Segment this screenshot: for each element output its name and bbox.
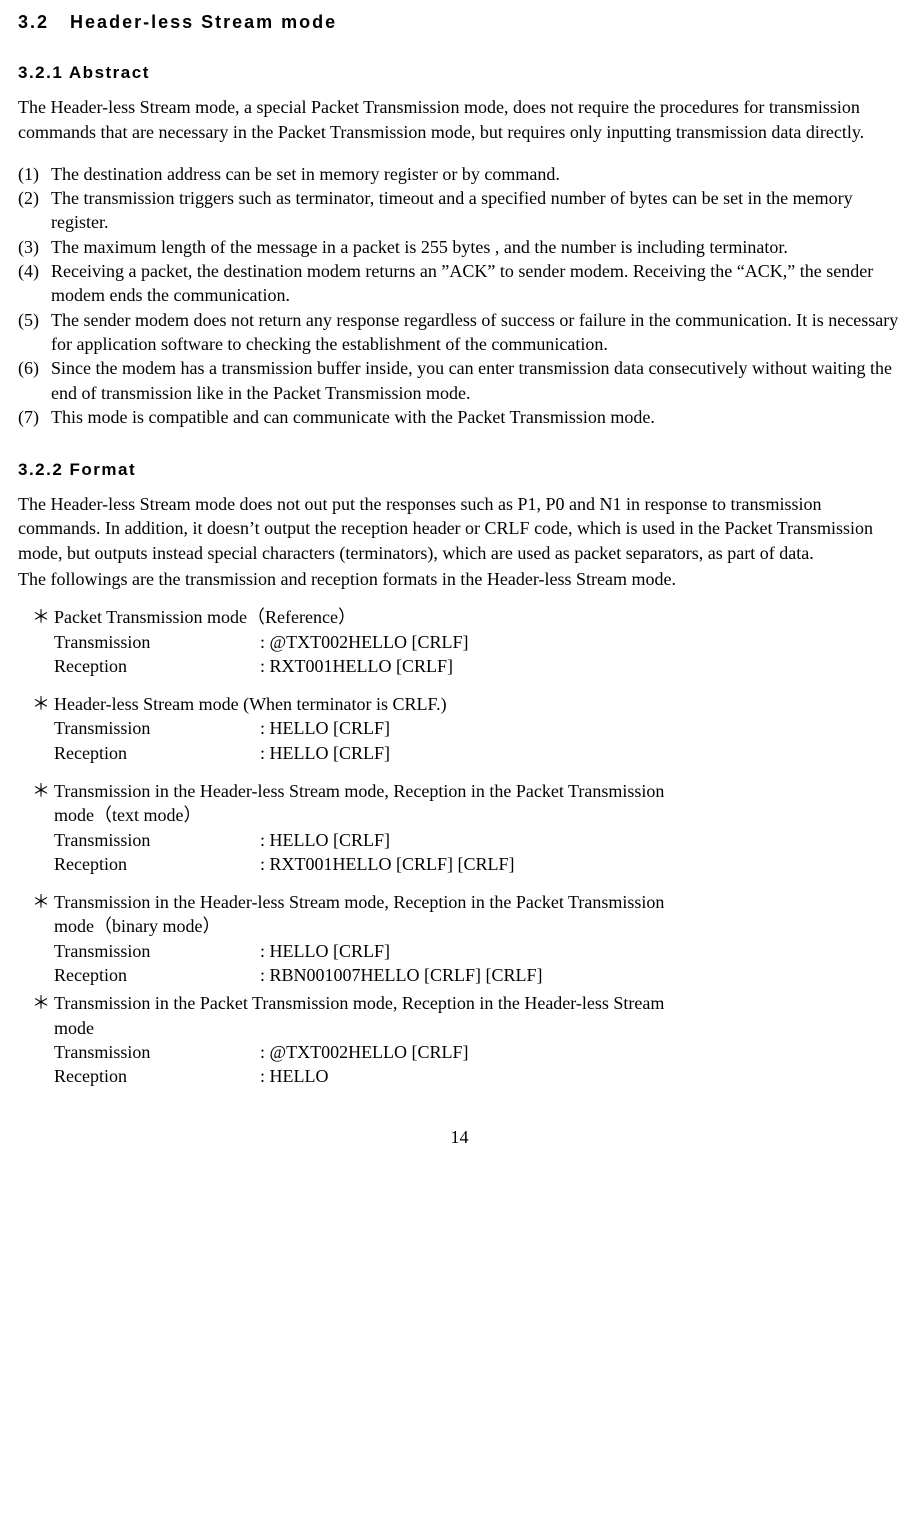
example-title-text: Header-less Stream mode (When terminator… bbox=[54, 692, 901, 716]
bullet-icon: ＊ bbox=[18, 605, 54, 629]
list-item: (2)The transmission triggers such as ter… bbox=[18, 186, 901, 235]
example-title: ＊Transmission in the Packet Transmission… bbox=[18, 991, 901, 1015]
example-title: ＊Transmission in the Header-less Stream … bbox=[18, 890, 901, 914]
list-item-number: (7) bbox=[18, 405, 51, 429]
example-reception-row: Reception: RBN001007HELLO [CRLF] [CRLF] bbox=[18, 963, 901, 987]
format-para-2: The followings are the transmission and … bbox=[18, 567, 901, 591]
example-block: ＊Header-less Stream mode (When terminato… bbox=[18, 692, 901, 765]
example-title: ＊Transmission in the Header-less Stream … bbox=[18, 779, 901, 803]
example-block: ＊Packet Transmission mode（Reference）Tran… bbox=[18, 605, 901, 678]
bullet-icon: ＊ bbox=[18, 692, 54, 716]
example-reception-label: Reception bbox=[54, 654, 260, 678]
example-reception-value: : HELLO [CRLF] bbox=[260, 741, 901, 765]
example-title-text: Transmission in the Header-less Stream m… bbox=[54, 890, 901, 914]
bullet-icon: ＊ bbox=[18, 890, 54, 914]
example-transmission-value: : @TXT002HELLO [CRLF] bbox=[260, 630, 901, 654]
example-title: ＊Header-less Stream mode (When terminato… bbox=[18, 692, 901, 716]
example-transmission-row: Transmission: HELLO [CRLF] bbox=[18, 828, 901, 852]
abstract-list: (1)The destination address can be set in… bbox=[18, 162, 901, 429]
example-transmission-value: : HELLO [CRLF] bbox=[260, 828, 901, 852]
example-title-text: Packet Transmission mode（Reference） bbox=[54, 605, 901, 629]
example-reception-label: Reception bbox=[54, 963, 260, 987]
example-title-text-2: mode bbox=[18, 1016, 901, 1040]
example-reception-value: : RXT001HELLO [CRLF] [CRLF] bbox=[260, 852, 901, 876]
example-transmission-value: : @TXT002HELLO [CRLF] bbox=[260, 1040, 901, 1064]
example-reception-value: : HELLO bbox=[260, 1064, 901, 1088]
list-item: (4)Receiving a packet, the destination m… bbox=[18, 259, 901, 308]
list-item-number: (6) bbox=[18, 356, 51, 405]
example-title-text: Transmission in the Header-less Stream m… bbox=[54, 779, 901, 803]
example-title-text: Transmission in the Packet Transmission … bbox=[54, 991, 901, 1015]
list-item: (6)Since the modem has a transmission bu… bbox=[18, 356, 901, 405]
example-reception-row: Reception: RXT001HELLO [CRLF] bbox=[18, 654, 901, 678]
example-title-text-2: mode（text mode） bbox=[18, 803, 901, 827]
example-transmission-label: Transmission bbox=[54, 828, 260, 852]
list-item: (3)The maximum length of the message in … bbox=[18, 235, 901, 259]
page-number: 14 bbox=[18, 1125, 901, 1149]
example-reception-label: Reception bbox=[54, 1064, 260, 1088]
list-item: (1)The destination address can be set in… bbox=[18, 162, 901, 186]
example-transmission-row: Transmission: @TXT002HELLO [CRLF] bbox=[18, 1040, 901, 1064]
example-transmission-row: Transmission: HELLO [CRLF] bbox=[18, 716, 901, 740]
example-reception-value: : RXT001HELLO [CRLF] bbox=[260, 654, 901, 678]
section-heading: 3.2 Header-less Stream mode bbox=[18, 10, 901, 34]
list-item: (5)The sender modem does not return any … bbox=[18, 308, 901, 357]
bullet-icon: ＊ bbox=[18, 991, 54, 1015]
list-item-text: The maximum length of the message in a p… bbox=[51, 235, 901, 259]
list-item-text: The transmission triggers such as termin… bbox=[51, 186, 901, 235]
list-item-text: The destination address can be set in me… bbox=[51, 162, 901, 186]
list-item-number: (4) bbox=[18, 259, 51, 308]
example-title: ＊Packet Transmission mode（Reference） bbox=[18, 605, 901, 629]
section-title: Header-less Stream mode bbox=[70, 12, 337, 32]
list-item: (7)This mode is compatible and can commu… bbox=[18, 405, 901, 429]
example-title-text-2: mode（binary mode） bbox=[18, 914, 901, 938]
format-para-1: The Header-less Stream mode does not out… bbox=[18, 492, 901, 565]
list-item-text: The sender modem does not return any res… bbox=[51, 308, 901, 357]
example-block: ＊Transmission in the Header-less Stream … bbox=[18, 779, 901, 876]
example-reception-label: Reception bbox=[54, 852, 260, 876]
list-item-number: (3) bbox=[18, 235, 51, 259]
list-item-number: (2) bbox=[18, 186, 51, 235]
list-item-text: Receiving a packet, the destination mode… bbox=[51, 259, 901, 308]
section-number: 3.2 bbox=[18, 12, 49, 32]
example-transmission-label: Transmission bbox=[54, 1040, 260, 1064]
format-examples: ＊Packet Transmission mode（Reference）Tran… bbox=[18, 605, 901, 1088]
example-transmission-row: Transmission: HELLO [CRLF] bbox=[18, 939, 901, 963]
abstract-heading: 3.2.1 Abstract bbox=[18, 62, 901, 85]
format-heading: 3.2.2 Format bbox=[18, 459, 901, 482]
list-item-number: (5) bbox=[18, 308, 51, 357]
example-transmission-label: Transmission bbox=[54, 630, 260, 654]
example-reception-row: Reception: HELLO [CRLF] bbox=[18, 741, 901, 765]
list-item-text: This mode is compatible and can communic… bbox=[51, 405, 901, 429]
example-block: ＊Transmission in the Header-less Stream … bbox=[18, 890, 901, 987]
example-transmission-label: Transmission bbox=[54, 939, 260, 963]
example-reception-label: Reception bbox=[54, 741, 260, 765]
abstract-intro: The Header-less Stream mode, a special P… bbox=[18, 95, 901, 144]
example-transmission-label: Transmission bbox=[54, 716, 260, 740]
example-reception-row: Reception: HELLO bbox=[18, 1064, 901, 1088]
example-block: ＊Transmission in the Packet Transmission… bbox=[18, 991, 901, 1088]
example-transmission-value: : HELLO [CRLF] bbox=[260, 716, 901, 740]
bullet-icon: ＊ bbox=[18, 779, 54, 803]
example-transmission-row: Transmission: @TXT002HELLO [CRLF] bbox=[18, 630, 901, 654]
list-item-number: (1) bbox=[18, 162, 51, 186]
list-item-text: Since the modem has a transmission buffe… bbox=[51, 356, 901, 405]
example-reception-row: Reception: RXT001HELLO [CRLF] [CRLF] bbox=[18, 852, 901, 876]
example-reception-value: : RBN001007HELLO [CRLF] [CRLF] bbox=[260, 963, 901, 987]
example-transmission-value: : HELLO [CRLF] bbox=[260, 939, 901, 963]
